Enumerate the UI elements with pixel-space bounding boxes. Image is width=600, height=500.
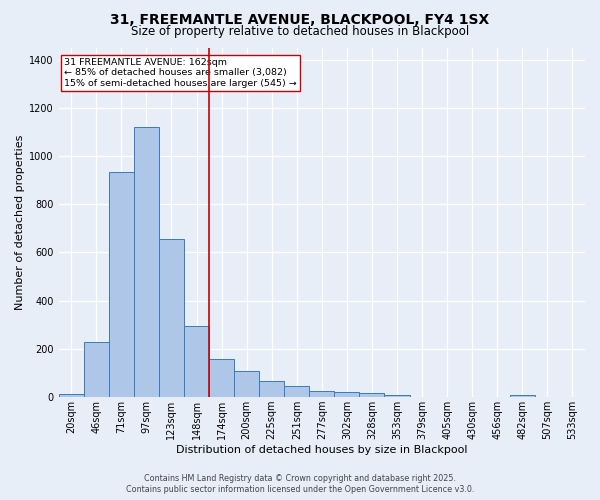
Bar xyxy=(309,391,334,397)
Bar xyxy=(184,326,209,397)
Bar xyxy=(109,172,134,397)
Text: 31, FREEMANTLE AVENUE, BLACKPOOL, FY4 1SX: 31, FREEMANTLE AVENUE, BLACKPOOL, FY4 1S… xyxy=(110,12,490,26)
Bar xyxy=(259,381,284,397)
X-axis label: Distribution of detached houses by size in Blackpool: Distribution of detached houses by size … xyxy=(176,445,467,455)
Y-axis label: Number of detached properties: Number of detached properties xyxy=(15,134,25,310)
Text: Contains HM Land Registry data © Crown copyright and database right 2025.
Contai: Contains HM Land Registry data © Crown c… xyxy=(126,474,474,494)
Bar xyxy=(510,395,535,397)
Bar xyxy=(209,358,234,397)
Text: 31 FREEMANTLE AVENUE: 162sqm
← 85% of detached houses are smaller (3,082)
15% of: 31 FREEMANTLE AVENUE: 162sqm ← 85% of de… xyxy=(64,58,296,88)
Text: Size of property relative to detached houses in Blackpool: Size of property relative to detached ho… xyxy=(131,25,469,38)
Bar xyxy=(284,386,309,397)
Bar xyxy=(59,394,84,397)
Bar xyxy=(234,370,259,397)
Bar xyxy=(359,393,385,397)
Bar xyxy=(385,395,410,397)
Bar xyxy=(159,239,184,397)
Bar xyxy=(84,342,109,397)
Bar xyxy=(134,127,159,397)
Bar xyxy=(334,392,359,397)
